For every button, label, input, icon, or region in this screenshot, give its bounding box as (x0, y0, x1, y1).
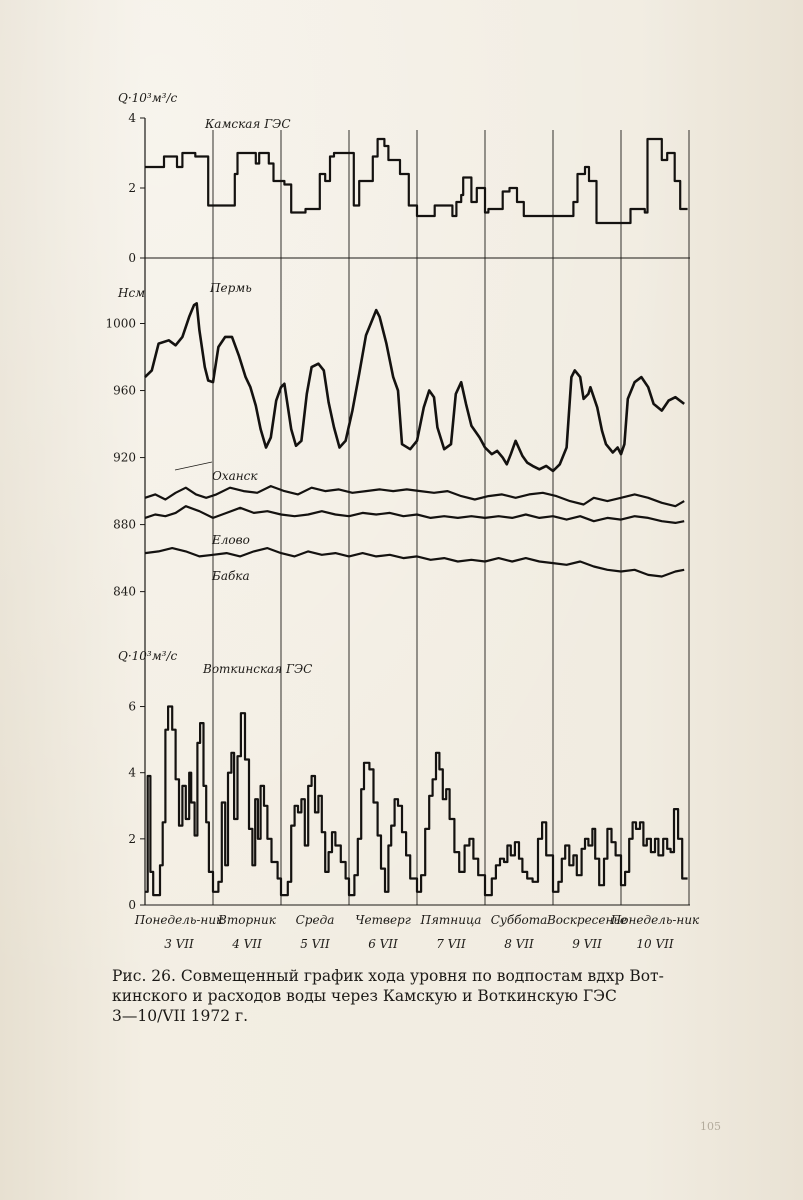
caption-line-2: кинского и расходов воды через Камскую и… (112, 987, 617, 1005)
series-line-2-0 (145, 705, 688, 897)
ytick-label-1-840: 840 (113, 585, 136, 599)
votkinskaya-ges-label: Воткинская ГЭС (202, 662, 312, 676)
caption-line-3: 3—10/VII 1972 г. (112, 1007, 249, 1025)
bottom-ylabel: Q·10³м³/с (118, 649, 178, 663)
ytick-label-1-960: 960 (113, 384, 136, 398)
day-label-6-0: Воскресенье (546, 913, 627, 927)
day-label-7-1: 10 VII (636, 937, 673, 951)
middle-ylabel: Нсм (117, 286, 145, 300)
series-line-0-0 (145, 137, 688, 225)
ytick-label-2-2: 2 (128, 832, 136, 846)
day-label-6-1: 9 VII (572, 937, 602, 951)
day-label-3-0: Четверг (355, 913, 411, 927)
ytick-label-2-6: 6 (128, 700, 136, 714)
series-line-1-1 (144, 485, 685, 508)
series-line-1-2 (144, 505, 685, 524)
y-axis-ticks: 0 2 4 840 880 920 960 1000 0 2 4 6 (105, 111, 145, 912)
perm-label: Пермь (209, 281, 252, 295)
day-label-1-0: Вторник (217, 913, 277, 927)
ytick-label-1-880: 880 (113, 518, 136, 532)
day-label-5-1: 8 VII (504, 937, 534, 951)
plot-frame (144, 118, 690, 906)
page-number: 105 (700, 1120, 721, 1133)
day-label-4-1: 7 VII (436, 937, 466, 951)
day-label-0-1: 3 VII (164, 937, 194, 951)
day-label-2-0: Среда (296, 913, 335, 927)
babka-label: Бабка (211, 569, 250, 583)
elovo-label: Елово (211, 533, 250, 547)
ytick-label-1-1000: 1000 (105, 317, 136, 331)
day-label-5-0: Суббота (491, 913, 548, 927)
kamskaya-ges-label: Камская ГЭС (204, 117, 291, 131)
ytick-label-0-2: 2 (128, 181, 136, 195)
day-label-2-1: 5 VII (300, 937, 330, 951)
okhansk-label: Оханск (212, 469, 258, 483)
ytick-label-0-4: 4 (128, 111, 136, 125)
ytick-label-2-4: 4 (128, 766, 136, 780)
day-label-0-0: Понедель-ник (134, 913, 224, 927)
ytick-label-1-920: 920 (113, 451, 136, 465)
series-line-1-3 (144, 547, 685, 578)
ytick-label-2-0: 0 (128, 898, 136, 912)
top-ylabel: Q·10³м³/с (118, 91, 178, 105)
day-labels: Понедель-ник 3 VII Вторник 4 VII Среда 5 VII Ч… (134, 913, 700, 951)
figure-caption: Рис. 26. Совмещенный график хода уровня … (112, 966, 694, 1026)
day-label-3-1: 6 VII (368, 937, 398, 951)
ytick-label-0-0: 0 (128, 251, 136, 265)
day-label-1-1: 4 VII (231, 937, 262, 951)
chart-series (144, 137, 688, 897)
day-label-4-0: Пятница (420, 913, 482, 927)
caption-line-1: Рис. 26. Совмещенный график хода уровня … (112, 967, 664, 985)
day-label-7-0: Понедель-ник (610, 913, 700, 927)
okhansk-pointer (174, 461, 213, 471)
series-line-1-0 (144, 302, 685, 473)
day-grid (212, 130, 690, 905)
combined-water-level-chart: 0 2 4 840 880 920 960 1000 0 2 4 6 Понедель-ник 3 VI… (105, 91, 700, 951)
